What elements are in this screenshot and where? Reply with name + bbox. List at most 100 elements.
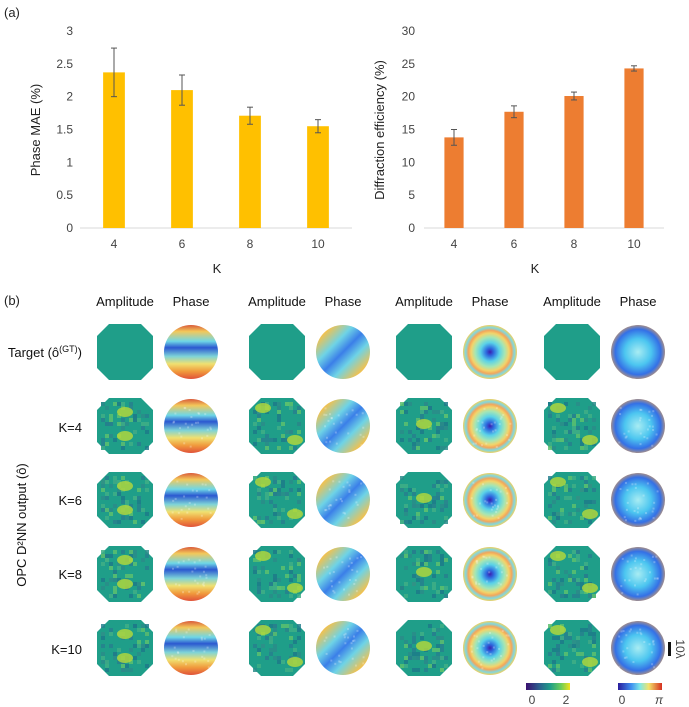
amplitude-speckle <box>113 520 117 524</box>
phase-noise <box>506 434 509 437</box>
phase-noise <box>325 436 328 439</box>
phase-noise <box>498 423 501 426</box>
amplitude-speckle <box>141 648 145 652</box>
amplitude-speckle <box>137 508 141 512</box>
amplitude-speckle <box>552 636 556 640</box>
amplitude-speckle <box>273 656 277 660</box>
amplitude-speckle <box>440 496 444 500</box>
amplitude-speckle <box>277 402 281 406</box>
amplitude-speckle <box>412 582 416 586</box>
phase-noise <box>623 579 626 582</box>
phase-noise <box>359 433 362 436</box>
target-superscript: (GT) <box>59 344 78 354</box>
phase-noise <box>200 636 203 639</box>
amplitude-speckle <box>297 578 301 582</box>
amplitude-speckle <box>412 446 416 450</box>
phase-noise <box>341 561 344 564</box>
amplitude-speckle <box>548 442 552 446</box>
amplitude-speckle <box>289 446 293 450</box>
amplitude-speckle <box>584 562 588 566</box>
phase-disc <box>463 621 517 675</box>
phase-noise <box>180 435 183 438</box>
amplitude-speckle <box>257 570 261 574</box>
amplitude-speckle <box>568 520 572 524</box>
amplitude-speckle <box>125 574 129 578</box>
amplitude-speckle <box>584 488 588 492</box>
phase-noise <box>477 660 480 663</box>
chart2-ytick-label: 20 <box>402 90 416 104</box>
amplitude-hotspot <box>416 493 432 503</box>
amplitude-map <box>249 620 305 676</box>
amplitude-disc <box>97 324 153 380</box>
amplitude-speckle <box>404 512 408 516</box>
phase-noise <box>648 425 651 428</box>
phase-noise <box>653 666 656 669</box>
amplitude-speckle <box>109 594 113 598</box>
phase-noise <box>348 593 351 596</box>
amplitude-speckle <box>412 636 416 640</box>
amplitude-speckle <box>253 442 257 446</box>
amplitude-map <box>544 620 600 676</box>
phase-noise <box>338 480 341 483</box>
amplitude-speckle <box>408 652 412 656</box>
phase-noise <box>338 654 341 657</box>
phase-noise <box>499 417 502 420</box>
amplitude-speckle <box>277 586 281 590</box>
amplitude-speckle <box>117 492 121 496</box>
phase-noise <box>204 565 207 568</box>
amplitude-speckle <box>416 558 420 562</box>
amplitude-speckle <box>444 414 448 418</box>
amplitude-speckle <box>129 574 133 578</box>
amplitude-map <box>97 546 153 602</box>
phase-noise <box>188 508 191 511</box>
phase-noise <box>651 444 654 447</box>
phase-noise <box>628 579 631 582</box>
column-header-phase: Phase <box>620 294 657 309</box>
amplitude-speckle <box>564 590 568 594</box>
phase-map <box>164 547 218 601</box>
amplitude-speckle <box>548 516 552 520</box>
amplitude-speckle <box>265 570 269 574</box>
phase-noise <box>618 635 621 638</box>
amplitude-speckle <box>552 438 556 442</box>
amplitude-speckle <box>548 590 552 594</box>
amplitude-speckle <box>269 500 273 504</box>
phase-noise <box>200 638 203 641</box>
amplitude-speckle <box>432 504 436 508</box>
phase-noise <box>639 516 642 519</box>
amplitude-speckle <box>444 426 448 430</box>
amplitude-speckle <box>145 422 149 426</box>
amplitude-speckle <box>424 516 428 520</box>
chart1-ytick-label: 0 <box>66 221 73 235</box>
chart2-ytick-label: 0 <box>408 221 415 235</box>
amplitude-speckle <box>400 636 404 640</box>
amplitude-speckle <box>400 586 404 590</box>
chart1-xtick-label: 8 <box>247 237 254 251</box>
phase-noise <box>652 641 655 644</box>
amplitude-speckle <box>285 574 289 578</box>
amplitude-speckle <box>592 402 596 406</box>
amplitude-speckle <box>109 562 113 566</box>
phase-noise <box>194 567 197 570</box>
amplitude-speckle <box>416 438 420 442</box>
amplitude-map <box>97 620 153 676</box>
phase-noise <box>187 558 190 561</box>
phase-noise <box>639 419 642 422</box>
amplitude-speckle <box>404 644 408 648</box>
amplitude-colorbar-gradient <box>526 683 570 690</box>
phase-noise <box>485 580 488 583</box>
amplitude-speckle <box>552 434 556 438</box>
amplitude-map <box>249 546 305 602</box>
amplitude-speckle <box>269 520 273 524</box>
amplitude-speckle <box>400 484 404 488</box>
amplitude-colorbar-max: 2 <box>563 693 570 707</box>
amplitude-speckle <box>568 632 572 636</box>
amplitude-speckle <box>568 430 572 434</box>
amplitude-speckle <box>257 648 261 652</box>
phase-noise <box>493 504 496 507</box>
phase-noise <box>636 631 639 634</box>
image-grid: Amplitude Phase Amplitude Phase Amplitude Pha… <box>96 294 665 676</box>
phase-noise <box>188 590 191 593</box>
amplitude-speckle <box>257 586 261 590</box>
chart2-bar <box>444 137 464 228</box>
